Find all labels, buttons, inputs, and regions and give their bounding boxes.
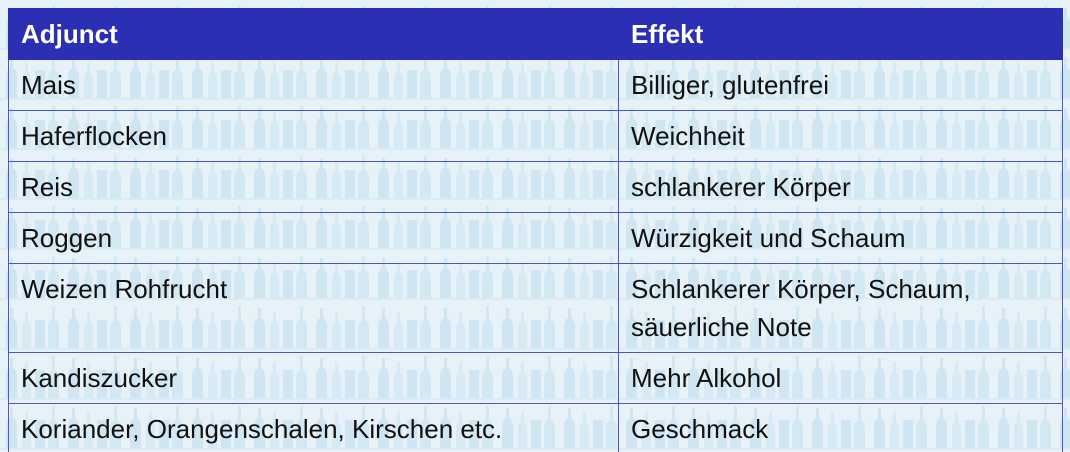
cell-adjunct: Haferflocken: [8, 110, 619, 162]
cell-adjunct: Reis: [8, 161, 619, 213]
table-row: Haferflocken Weichheit: [8, 110, 1063, 162]
cell-effekt: Weichheit: [618, 110, 1063, 162]
table-row: Roggen Würzigkeit und Schaum: [8, 212, 1063, 264]
table-row: Koriander, Orangenschalen, Kirschen etc.…: [8, 403, 1063, 452]
adjunct-table: Adjunct Effekt Mais Billiger, glutenfrei…: [8, 8, 1063, 452]
cell-effekt: Schlankerer Körper, Schaum, säuerliche N…: [618, 263, 1063, 353]
column-header-adjunct: Adjunct: [8, 8, 619, 60]
table-row: Kandiszucker Mehr Alkohol: [8, 352, 1063, 404]
cell-effekt: schlankerer Körper: [618, 161, 1063, 213]
column-header-effekt: Effekt: [618, 8, 1063, 60]
cell-adjunct: Roggen: [8, 212, 619, 264]
cell-effekt: Billiger, glutenfrei: [618, 59, 1063, 111]
table-row: Weizen Rohfrucht Schlankerer Körper, Sch…: [8, 263, 1063, 353]
cell-adjunct: Koriander, Orangenschalen, Kirschen etc.: [8, 403, 619, 452]
cell-effekt: Mehr Alkohol: [618, 352, 1063, 404]
cell-adjunct: Weizen Rohfrucht: [8, 263, 619, 353]
cell-adjunct: Kandiszucker: [8, 352, 619, 404]
cell-effekt: Würzigkeit und Schaum: [618, 212, 1063, 264]
table-row: Reis schlankerer Körper: [8, 161, 1063, 213]
cell-effekt: Geschmack: [618, 403, 1063, 452]
table-header-row: Adjunct Effekt: [8, 8, 1063, 60]
cell-adjunct: Mais: [8, 59, 619, 111]
table-row: Mais Billiger, glutenfrei: [8, 59, 1063, 111]
